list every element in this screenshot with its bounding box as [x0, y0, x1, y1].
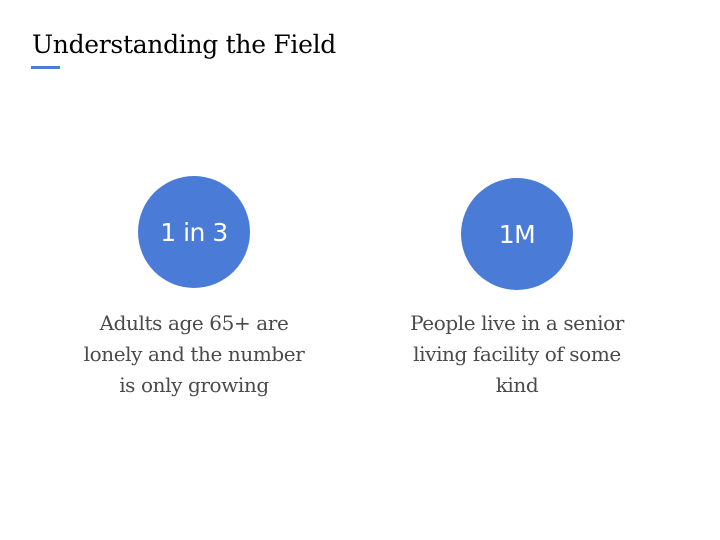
- stat-value-2: 1M: [498, 219, 536, 249]
- stat-circle-1: 1 in 3: [138, 176, 250, 288]
- stat-caption-2: People live in a senior living facility …: [410, 311, 624, 397]
- stat-value-1: 1 in 3: [160, 217, 228, 247]
- slide-title: Understanding the Field: [32, 30, 336, 59]
- stat-circle-2: 1M: [461, 178, 573, 290]
- stat-caption-1: Adults age 65+ are lonely and the number…: [83, 311, 305, 397]
- title-accent-rule: [31, 66, 60, 69]
